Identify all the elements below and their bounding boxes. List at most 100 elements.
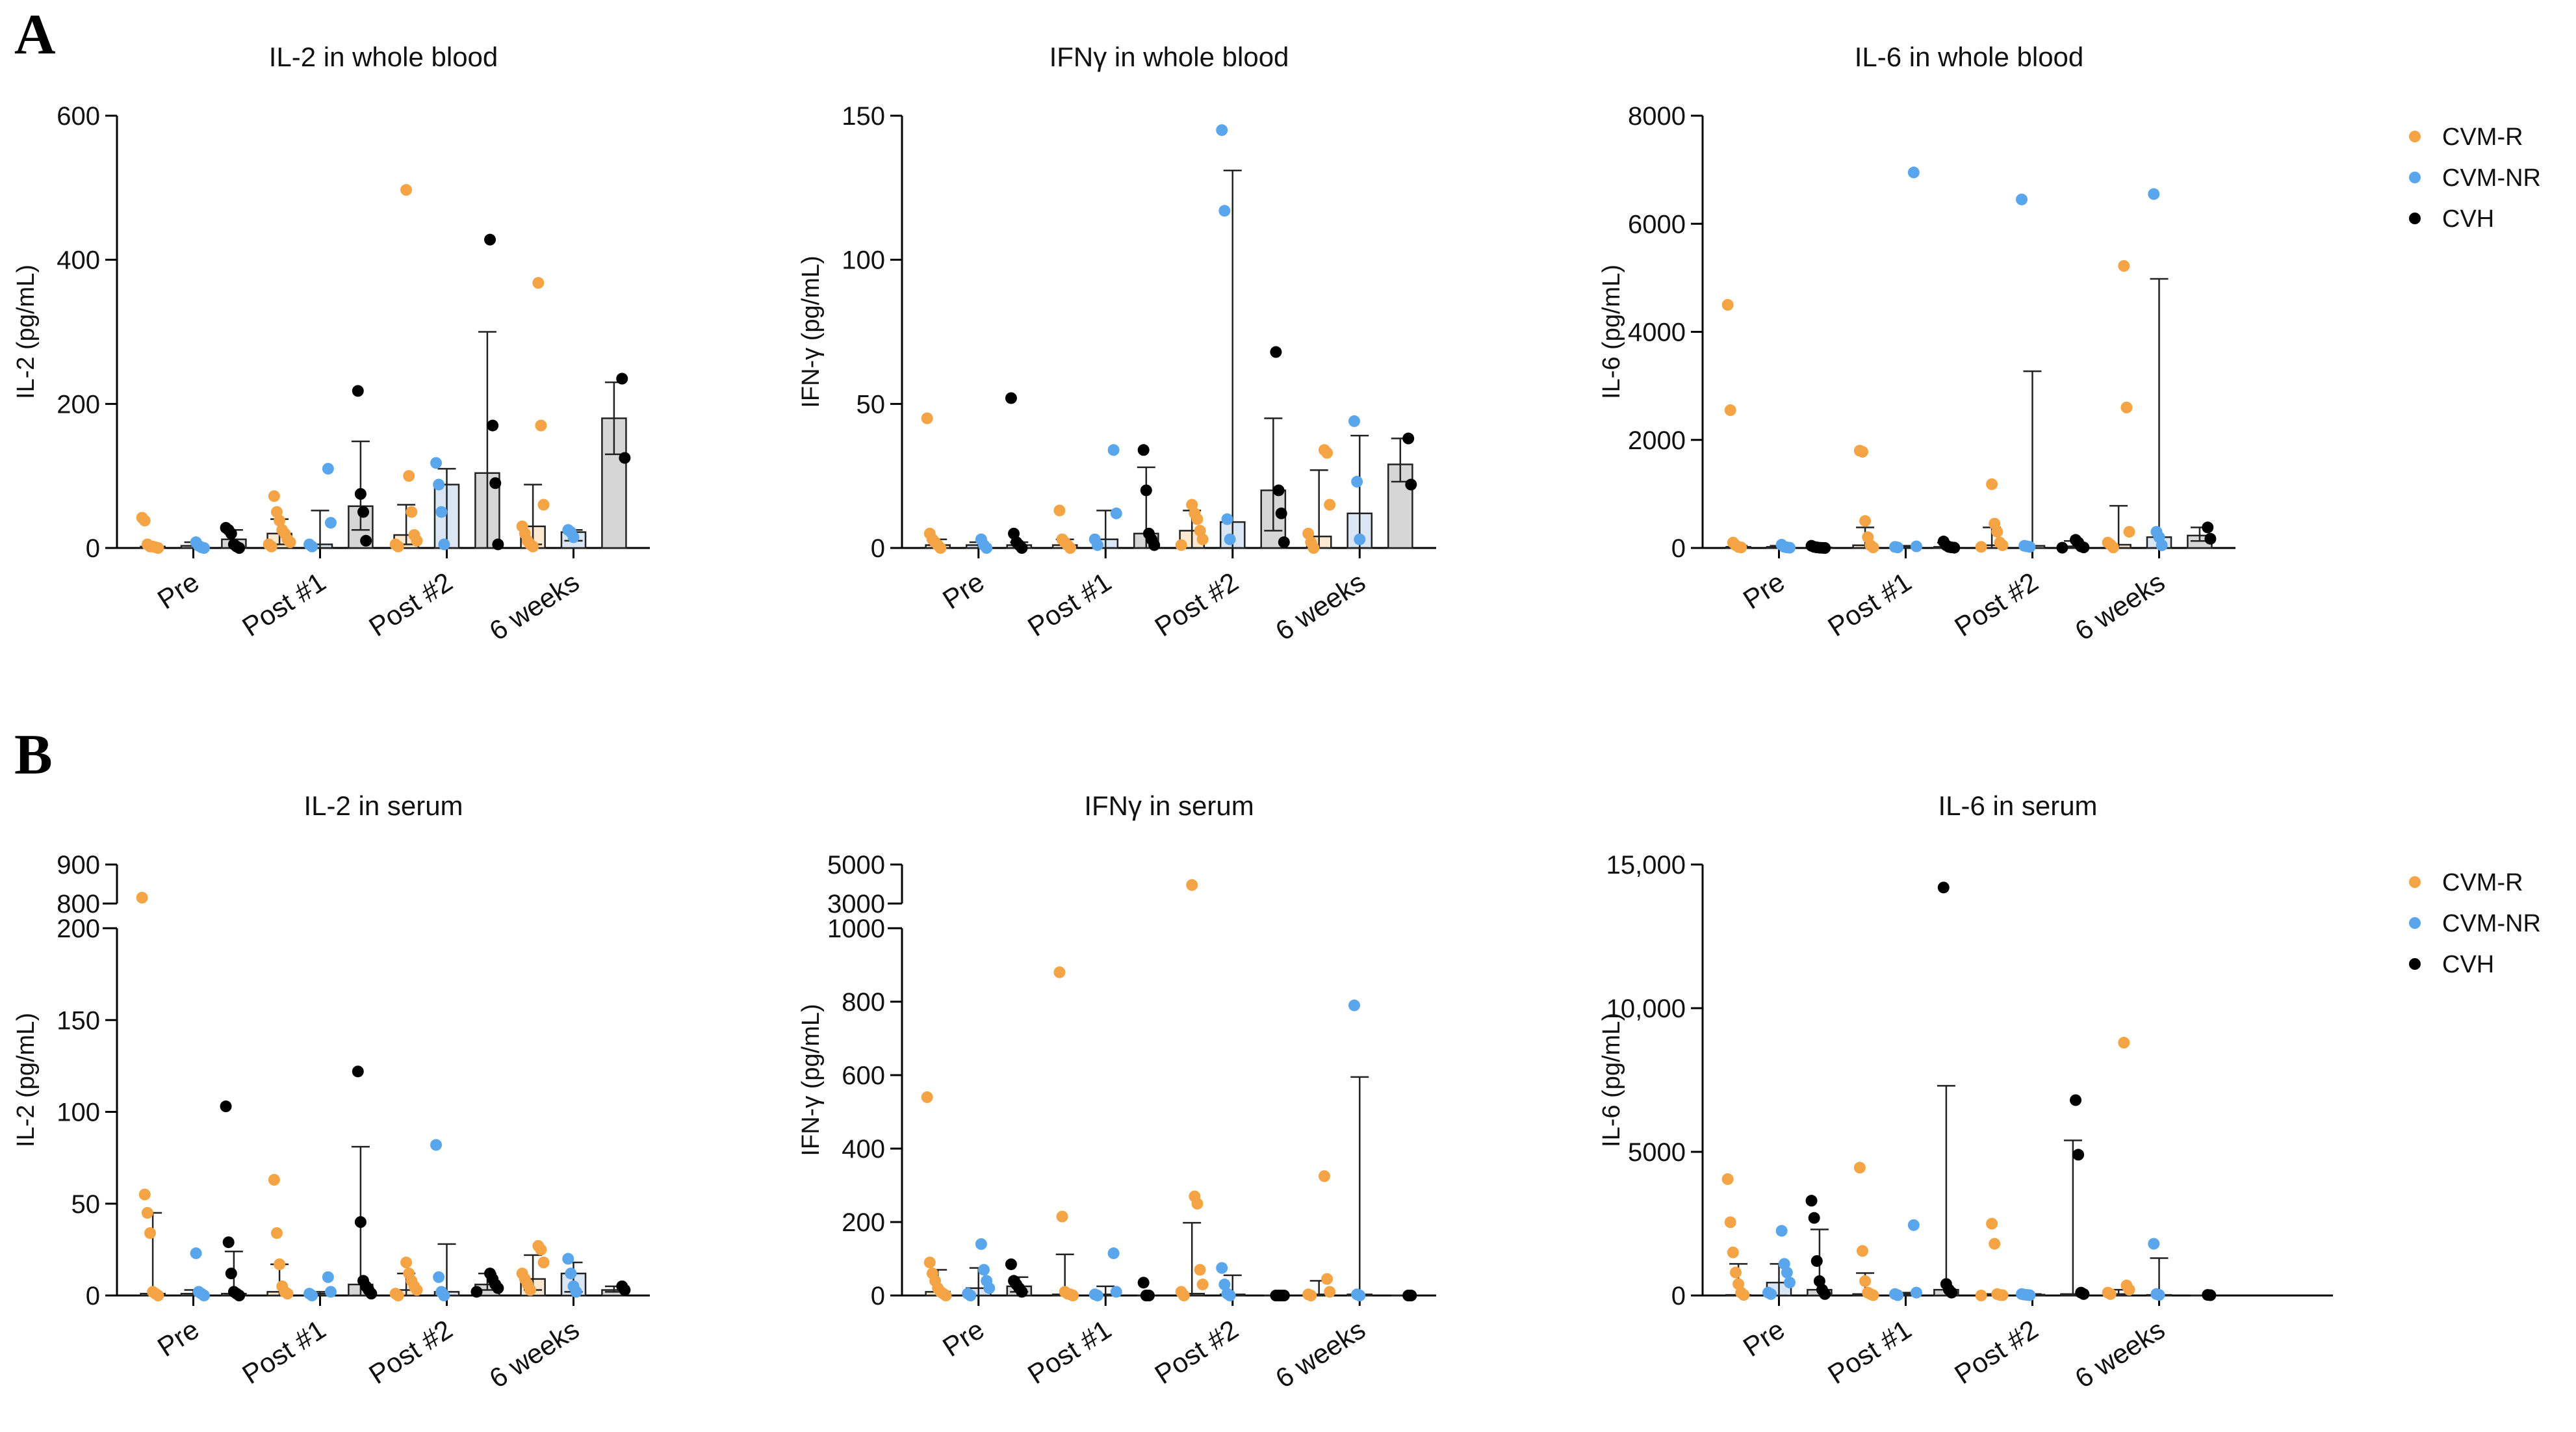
plots-layer: IL-2 in whole blood 0 200 400 600 IL-2 (pg/mL… [12,42,2333,1394]
data-point-cvh [1275,507,1287,519]
data-point-cvh [1405,1290,1417,1301]
x-tick-label: 6 weeks [1270,566,1371,646]
data-point-cvh [365,1288,378,1300]
data-point-cvh [1278,1290,1290,1301]
data-point-cvh [233,1290,246,1301]
x-tick-label: Post #1 [1022,1314,1116,1390]
data-point-cvm-nr [1348,999,1360,1011]
data-point-cvh [354,488,367,500]
data-point-cvm-r [1196,533,1209,545]
data-point-cvm-r [1721,1173,1734,1185]
data-point-cvm-r [1724,1216,1736,1229]
legend-b: CVM-R CVM-NR CVH [2409,869,2541,978]
chart-title: IFNγ in whole blood [1050,42,1289,72]
data-point-cvh [1819,542,1831,554]
x-tick-label: Post #2 [363,566,457,642]
y-tick-label: 150 [57,1006,100,1035]
data-point-cvm-nr [1354,533,1366,545]
data-point-cvm-r [138,514,151,527]
data-point-cvm-r [274,514,286,527]
x-tick-label: Pre [937,1314,989,1362]
y-tick-label: 8000 [1628,102,1686,131]
data-point-cvm-r [1738,1289,1750,1301]
data-point-cvh [225,527,237,540]
data-point-cvm-r [1727,1246,1739,1258]
data-point-cvm-nr [2153,1289,2165,1301]
data-point-cvm-r [1324,1286,1336,1298]
data-point-cvm-r [400,184,413,196]
data-point-cvh [489,477,502,489]
legends-layer: CVM-R CVM-NR CVH CVM-R CVM-NR CVH [2409,124,2541,978]
data-point-cvm-r [535,1243,547,1256]
y-tick-label: 100 [842,246,885,275]
data-point-cvm-r [1735,541,1747,554]
data-point-cvh [2070,1094,2082,1106]
x-tick-label: Pre [1738,1314,1790,1362]
data-point-cvm-r [527,540,539,553]
data-point-cvm-r [1053,504,1066,517]
data-point-cvm-nr [975,1238,987,1250]
data-point-cvm-r [1196,1279,1209,1291]
data-point-cvm-r [400,1256,413,1269]
data-point-cvm-nr [1224,1290,1236,1301]
data-point-cvm-r [1321,1273,1333,1285]
y-tick-label: 2000 [1628,426,1686,455]
data-point-cvm-nr [324,517,337,529]
legend-label: CVM-NR [2442,164,2541,192]
legend-marker [2409,876,2421,888]
data-point-cvm-r [144,1227,156,1239]
x-tick-label: Post #1 [237,1314,331,1390]
data-point-cvm-nr [978,1264,990,1276]
data-point-cvm-r [1989,1238,2001,1250]
data-point-cvm-r [537,499,550,511]
data-point-cvm-nr [1354,1290,1366,1301]
legend-marker [2409,958,2421,970]
y-tick-label: 50 [857,390,886,419]
data-point-cvm-r [537,1256,550,1269]
chart-2: IFNγ in whole blood 0 50 100 150 IFN-γ (pg/mL… [797,42,1436,646]
data-point-cvm-r [1991,526,2003,538]
data-point-cvm-nr [1218,205,1231,217]
chart-title: IL-2 in whole blood [269,42,498,72]
data-point-cvm-r [1178,1290,1190,1301]
y-tick-label: 400 [57,246,100,275]
panel-letter-a: A [14,3,56,66]
data-point-cvh [1402,432,1415,445]
data-point-cvm-nr [1892,541,1904,554]
data-point-cvm-r [1721,298,1734,311]
x-tick-label: Pre [937,566,989,615]
data-point-cvm-nr [198,542,210,554]
data-point-cvm-r [152,1290,164,1301]
data-point-cvm-nr [1910,540,1922,553]
data-point-cvh [470,1286,483,1298]
data-point-cvm-r [524,1284,536,1296]
data-point-cvh [1137,444,1150,456]
data-point-cvm-r [2123,526,2135,538]
data-point-cvm-nr [1216,1262,1228,1274]
data-point-cvm-r [411,534,423,547]
data-point-cvm-r [1194,1264,1206,1276]
data-point-cvm-r [1056,1210,1068,1223]
chart-1: IL-2 in whole blood 0 200 400 600 IL-2 (pg/mL… [12,42,650,646]
data-point-cvm-r [2118,260,2130,272]
data-point-cvh [492,538,504,551]
data-point-cvm-nr [981,542,993,554]
data-point-cvm-r [392,540,404,553]
y-tick-label: 1000 [827,915,885,943]
data-point-cvm-nr [198,1290,210,1301]
data-point-cvm-nr [983,1282,996,1294]
data-point-cvm-nr [306,540,318,553]
legend-marker [2409,917,2421,929]
x-tick-label: Post #1 [1822,1314,1916,1390]
data-point-cvm-nr [2156,539,2168,551]
data-point-cvm-r [1067,1290,1079,1301]
data-point-cvm-r [1307,542,1320,554]
x-tick-label: Post #2 [363,1314,457,1390]
data-point-cvh [1278,536,1290,549]
data-point-cvm-r [2118,1037,2130,1049]
data-point-cvm-nr [438,1290,450,1301]
data-point-cvh [220,1100,232,1113]
data-point-cvm-r [1996,539,2009,551]
